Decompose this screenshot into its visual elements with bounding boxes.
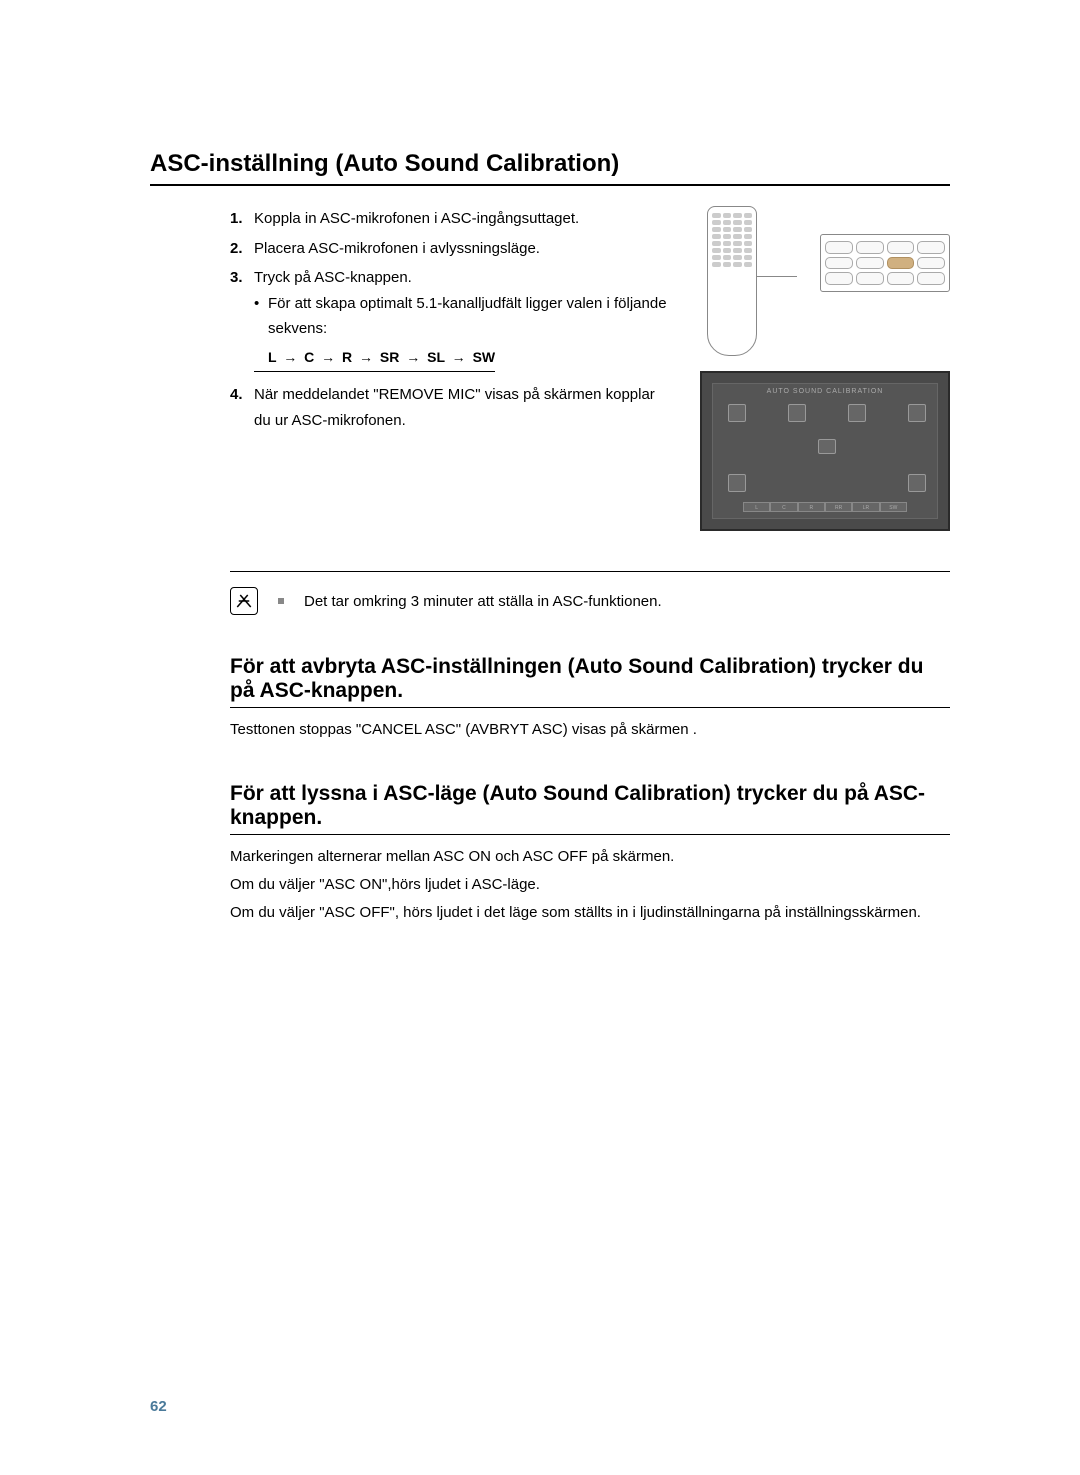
speaker-front-left-icon	[728, 404, 746, 422]
arrow-icon: →	[406, 346, 420, 370]
step-2: Placera ASC-mikrofonen i avlyssningsläge…	[230, 236, 670, 262]
page-number: 62	[150, 1398, 167, 1415]
ports-panel	[820, 234, 950, 292]
channel-bar: L C R RR LR SW	[743, 502, 907, 512]
step-3-text: Tryck på ASC-knappen.	[254, 269, 412, 286]
note-bullet-icon	[278, 598, 284, 604]
steps-list: Koppla in ASC-mikrofonen i ASC-ingångsut…	[230, 206, 670, 433]
bar-lr: LR	[852, 502, 879, 512]
arrow-icon: →	[359, 346, 373, 370]
seq-sl: SL	[427, 349, 445, 365]
arrow-icon: →	[452, 346, 466, 370]
listen-body-3: Om du väljer "ASC OFF", hörs ljudet i de…	[230, 901, 950, 925]
speaker-sequence: L → C → R → SR → SL → SW	[254, 346, 495, 373]
speaker-subwoofer-icon	[848, 404, 866, 422]
seq-sr: SR	[380, 349, 399, 365]
note-icon	[230, 587, 258, 615]
section-divider	[230, 571, 950, 572]
asc-port-highlight	[887, 257, 915, 270]
seq-l: L	[268, 349, 276, 365]
remote-diagram	[700, 206, 950, 356]
bar-rr: RR	[825, 502, 852, 512]
note-text: Det tar omkring 3 minuter att ställa in …	[304, 593, 662, 610]
speaker-rear-left-icon	[728, 474, 746, 492]
note-row: Det tar omkring 3 minuter att ställa in …	[150, 587, 950, 615]
arrow-icon: →	[283, 346, 297, 370]
main-content-row: Koppla in ASC-mikrofonen i ASC-ingångsut…	[150, 206, 950, 531]
arrow-icon: →	[321, 346, 335, 370]
seq-c: C	[304, 349, 314, 365]
listen-body-1: Markeringen alternerar mellan ASC ON och…	[230, 845, 950, 869]
speaker-rear-right-icon	[908, 474, 926, 492]
page-title: ASC-inställning (Auto Sound Calibration)	[150, 150, 950, 186]
bar-r: R	[798, 502, 825, 512]
screen-diagram: AUTO SOUND CALIBRATION L C R RR LR SW	[700, 371, 950, 531]
diagrams-column: AUTO SOUND CALIBRATION L C R RR LR SW	[700, 206, 950, 531]
listen-section-heading: För att lyssna i ASC-läge (Auto Sound Ca…	[230, 782, 950, 835]
cancel-section-heading: För att avbryta ASC-inställningen (Auto …	[230, 655, 950, 708]
step-4: När meddelandet "REMOVE MIC" visas på sk…	[230, 382, 670, 433]
seq-r: R	[342, 349, 352, 365]
bar-c: C	[770, 502, 797, 512]
bar-l: L	[743, 502, 770, 512]
bar-sw: SW	[880, 502, 907, 512]
user-position-icon	[818, 439, 836, 454]
step-1: Koppla in ASC-mikrofonen i ASC-ingångsut…	[230, 206, 670, 232]
step-3-sub: För att skapa optimalt 5.1-kanalljudfält…	[254, 291, 670, 342]
speaker-front-right-icon	[908, 404, 926, 422]
step-3: Tryck på ASC-knappen. För att skapa opti…	[230, 265, 670, 378]
instructions-column: Koppla in ASC-mikrofonen i ASC-ingångsut…	[150, 206, 670, 531]
screen-title-text: AUTO SOUND CALIBRATION	[713, 388, 937, 395]
listen-body-2: Om du väljer "ASC ON",hörs ljudet i ASC-…	[230, 873, 950, 897]
cancel-body: Testtonen stoppas "CANCEL ASC" (AVBRYT A…	[230, 718, 950, 742]
callout-line	[757, 276, 797, 277]
speaker-center-icon	[788, 404, 806, 422]
remote-body	[707, 206, 757, 356]
seq-sw: SW	[473, 349, 496, 365]
